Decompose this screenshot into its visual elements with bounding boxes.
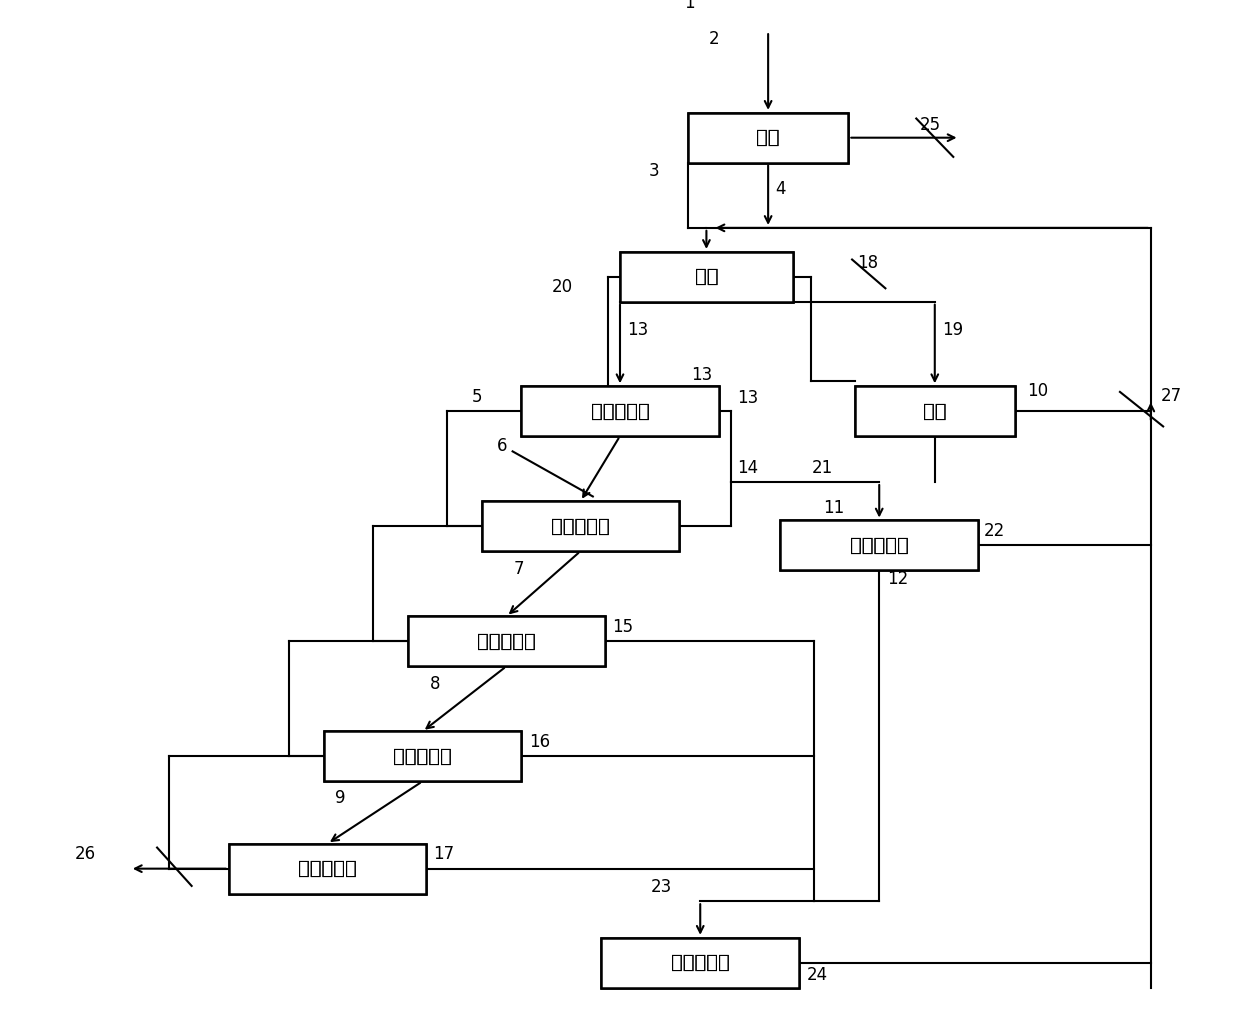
Text: 粗选: 粗选 bbox=[694, 267, 718, 286]
FancyBboxPatch shape bbox=[620, 252, 792, 302]
Text: 第一次脱水: 第一次脱水 bbox=[849, 536, 909, 554]
Text: 第五次精选: 第五次精选 bbox=[298, 859, 357, 878]
FancyBboxPatch shape bbox=[854, 386, 1016, 436]
Text: 第三次精选: 第三次精选 bbox=[477, 632, 536, 651]
FancyBboxPatch shape bbox=[482, 501, 680, 551]
Text: 6: 6 bbox=[496, 437, 507, 455]
FancyBboxPatch shape bbox=[324, 731, 521, 782]
Text: 14: 14 bbox=[738, 459, 759, 478]
Text: 8: 8 bbox=[430, 675, 440, 694]
Text: 11: 11 bbox=[823, 498, 844, 517]
Text: 23: 23 bbox=[651, 879, 672, 896]
FancyBboxPatch shape bbox=[620, 252, 792, 302]
Text: 第一次精选: 第一次精选 bbox=[590, 402, 650, 420]
FancyBboxPatch shape bbox=[482, 501, 680, 551]
Text: 20: 20 bbox=[552, 278, 573, 296]
Text: 第二次脱水: 第二次脱水 bbox=[671, 953, 729, 972]
FancyBboxPatch shape bbox=[780, 521, 978, 571]
Text: 18: 18 bbox=[857, 254, 878, 272]
Text: 第二次脱水: 第二次脱水 bbox=[671, 953, 729, 972]
Text: 第三次精选: 第三次精选 bbox=[477, 632, 536, 651]
Text: 4: 4 bbox=[775, 180, 786, 197]
Text: 扫选: 扫选 bbox=[923, 402, 946, 420]
FancyBboxPatch shape bbox=[228, 844, 427, 894]
Text: 24: 24 bbox=[806, 966, 827, 984]
FancyBboxPatch shape bbox=[688, 113, 848, 163]
FancyBboxPatch shape bbox=[854, 386, 1016, 436]
Text: 17: 17 bbox=[434, 845, 455, 863]
Text: 5: 5 bbox=[472, 389, 482, 406]
FancyBboxPatch shape bbox=[521, 386, 719, 436]
Text: 13: 13 bbox=[692, 366, 713, 385]
Text: 10: 10 bbox=[1028, 382, 1049, 400]
Text: 25: 25 bbox=[920, 116, 941, 134]
Text: 9: 9 bbox=[335, 789, 346, 807]
Text: 第一次精选: 第一次精选 bbox=[590, 402, 650, 420]
Text: 扫选: 扫选 bbox=[923, 402, 946, 420]
Text: 第二次精选: 第二次精选 bbox=[551, 517, 610, 536]
FancyBboxPatch shape bbox=[601, 938, 799, 987]
FancyBboxPatch shape bbox=[780, 521, 978, 571]
FancyBboxPatch shape bbox=[228, 844, 427, 894]
Text: 12: 12 bbox=[887, 570, 908, 587]
Text: 第四次精选: 第四次精选 bbox=[393, 747, 451, 766]
Text: 21: 21 bbox=[811, 459, 832, 478]
Text: 粗选: 粗选 bbox=[694, 267, 718, 286]
Text: 15: 15 bbox=[613, 618, 634, 635]
FancyBboxPatch shape bbox=[688, 113, 848, 163]
Text: 26: 26 bbox=[74, 845, 95, 863]
Text: 第一次脱水: 第一次脱水 bbox=[849, 536, 909, 554]
FancyBboxPatch shape bbox=[408, 617, 605, 666]
Text: 13: 13 bbox=[738, 389, 759, 407]
FancyBboxPatch shape bbox=[324, 731, 521, 782]
FancyBboxPatch shape bbox=[601, 938, 799, 987]
Text: 16: 16 bbox=[528, 732, 549, 751]
Text: 第五次精选: 第五次精选 bbox=[298, 859, 357, 878]
Text: 22: 22 bbox=[985, 522, 1006, 539]
Text: 13: 13 bbox=[627, 321, 649, 340]
Text: 3: 3 bbox=[649, 162, 658, 180]
FancyBboxPatch shape bbox=[521, 386, 719, 436]
Text: 分级: 分级 bbox=[756, 128, 780, 147]
Text: 27: 27 bbox=[1161, 388, 1182, 405]
Text: 19: 19 bbox=[942, 321, 963, 340]
Text: 第二次精选: 第二次精选 bbox=[551, 517, 610, 536]
Text: 分级: 分级 bbox=[756, 128, 780, 147]
Text: 1: 1 bbox=[684, 0, 694, 12]
Text: 7: 7 bbox=[513, 560, 525, 578]
Text: 2: 2 bbox=[709, 31, 719, 48]
Text: 第四次精选: 第四次精选 bbox=[393, 747, 451, 766]
FancyBboxPatch shape bbox=[408, 617, 605, 666]
